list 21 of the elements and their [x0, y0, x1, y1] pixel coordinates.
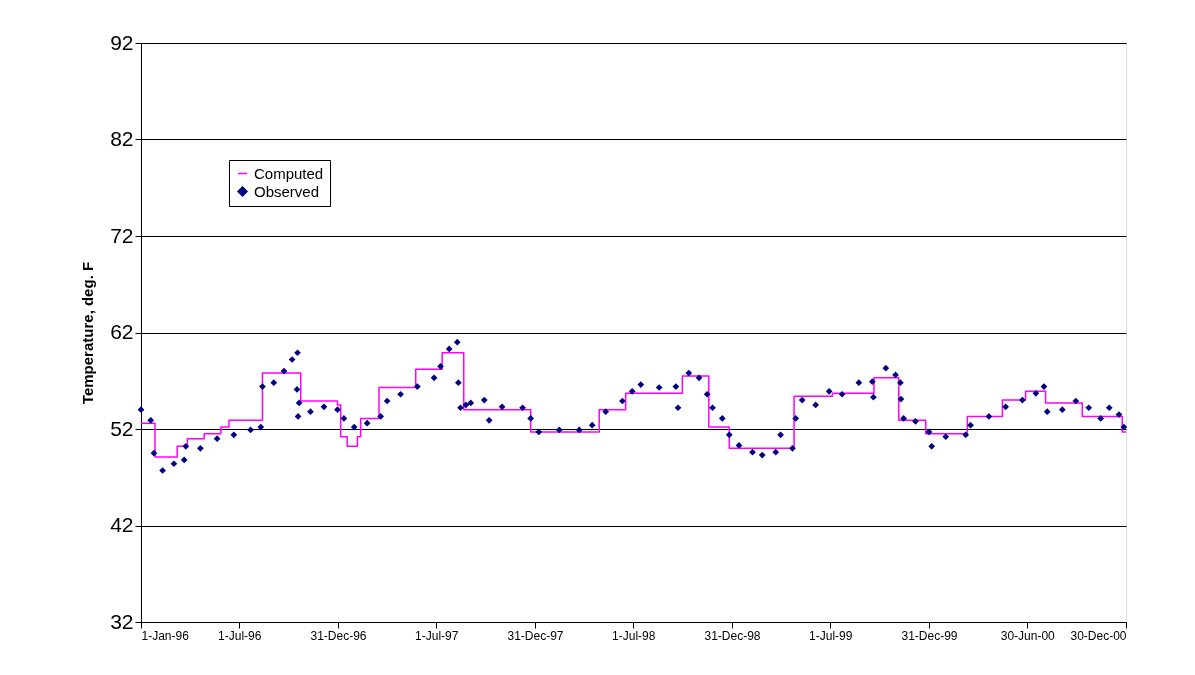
y-tick-label: 52	[110, 416, 134, 440]
y-tick-label: 62	[110, 320, 134, 343]
x-tick-label: 31-Dec-96	[310, 628, 367, 643]
x-tick-label: 1-Jul-96	[218, 628, 262, 643]
x-tick-label: 1-Jul-98	[612, 628, 656, 643]
x-tick-label: 1-Jan-96	[141, 628, 190, 643]
y-tick-label: 42	[110, 513, 134, 536]
x-tick-label: 31-Dec-97	[507, 628, 564, 643]
y-tick-label: 72	[110, 223, 134, 247]
y-tick-label: 82	[110, 127, 134, 150]
x-tick-label: 1-Jul-99	[809, 628, 853, 643]
legend-label: Observed	[254, 182, 320, 200]
x-tick-label: 31-Dec-98	[704, 628, 761, 643]
y-tick-label: 92	[110, 30, 134, 54]
y-tick-label: 32	[110, 609, 134, 633]
x-tick-label: 31-Dec-99	[901, 628, 958, 643]
y-axis-title: Temperature, deg. F	[79, 261, 97, 405]
x-tick-label: 1-Jul-97	[415, 628, 459, 643]
x-tick-label: 30-Jun-00	[1000, 628, 1056, 643]
x-tick-label: 30-Dec-00	[1070, 628, 1127, 643]
legend-label: Computed	[254, 164, 324, 182]
